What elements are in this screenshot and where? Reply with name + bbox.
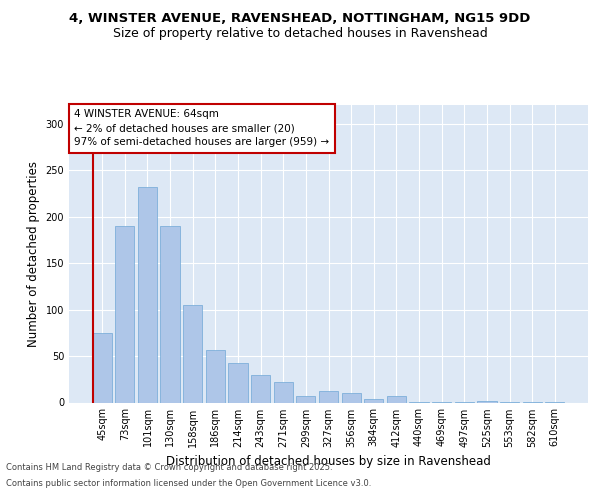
Bar — [319, 392, 338, 402]
Bar — [206, 350, 225, 403]
Bar — [387, 396, 406, 402]
Text: 4, WINSTER AVENUE, RAVENSHEAD, NOTTINGHAM, NG15 9DD: 4, WINSTER AVENUE, RAVENSHEAD, NOTTINGHA… — [70, 12, 530, 26]
Bar — [138, 187, 157, 402]
Bar — [115, 226, 134, 402]
Bar — [274, 382, 293, 402]
Text: Contains public sector information licensed under the Open Government Licence v3: Contains public sector information licen… — [6, 478, 371, 488]
Text: Contains HM Land Registry data © Crown copyright and database right 2025.: Contains HM Land Registry data © Crown c… — [6, 464, 332, 472]
Bar — [251, 374, 270, 402]
Text: 4 WINSTER AVENUE: 64sqm
← 2% of detached houses are smaller (20)
97% of semi-det: 4 WINSTER AVENUE: 64sqm ← 2% of detached… — [74, 110, 329, 148]
Bar — [92, 333, 112, 402]
X-axis label: Distribution of detached houses by size in Ravenshead: Distribution of detached houses by size … — [166, 455, 491, 468]
Bar — [296, 396, 316, 402]
Text: Size of property relative to detached houses in Ravenshead: Size of property relative to detached ho… — [113, 28, 487, 40]
Bar — [341, 393, 361, 402]
Bar — [364, 399, 383, 402]
Bar — [160, 226, 180, 402]
Y-axis label: Number of detached properties: Number of detached properties — [27, 161, 40, 347]
Bar — [183, 305, 202, 402]
Bar — [229, 362, 248, 403]
Bar — [477, 400, 497, 402]
